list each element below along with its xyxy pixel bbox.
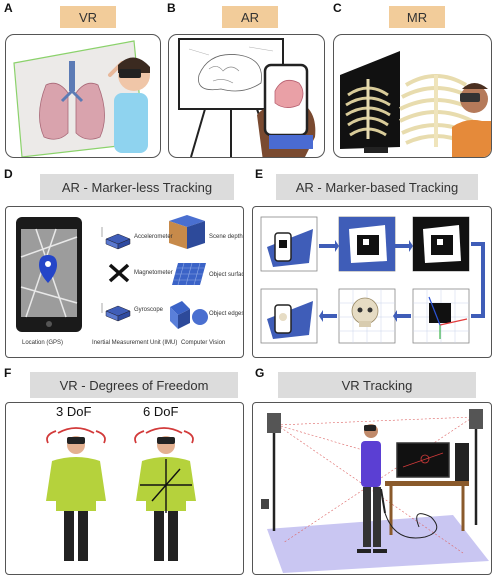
panel-g-title: VR Tracking xyxy=(278,372,476,398)
panel-g-letter: G xyxy=(255,366,265,380)
label-scene-depth: Scene depth xyxy=(209,234,243,240)
label-location-gps: Location (GPS) xyxy=(22,340,64,346)
panel-e-letter: E xyxy=(255,167,264,181)
mr-ribcage-illustration xyxy=(340,51,491,157)
ar-board-phone-illustration xyxy=(178,38,316,157)
panel-a-vr xyxy=(5,34,161,158)
label-accelerometer: Accelerometer xyxy=(134,234,173,240)
panel-d-letter: D xyxy=(4,167,13,181)
panel-d-title: AR - Marker-less Tracking xyxy=(40,174,234,200)
panel-a-letter: A xyxy=(4,1,13,15)
panel-b-letter: B xyxy=(167,1,176,15)
marker-based-tracking-illustration xyxy=(260,216,485,344)
panel-c-letter: C xyxy=(333,1,342,15)
panel-a-title: VR xyxy=(60,6,116,28)
panel-f-dof: 3 DoF 6 DoF xyxy=(5,402,244,575)
panel-d-markerless: Accelerometer Magnetometer Gyroscope Sce… xyxy=(5,206,244,358)
label-object-surface: Object surface xyxy=(209,272,244,278)
label-magnetometer: Magnetometer xyxy=(134,270,173,276)
label-6-dof: 6 DoF xyxy=(143,404,179,419)
dof-figures-illustration xyxy=(46,427,196,561)
panel-f-letter: F xyxy=(4,366,12,380)
panel-e-marker-based xyxy=(252,206,492,358)
label-3-dof: 3 DoF xyxy=(56,404,92,419)
panel-b-title: AR xyxy=(222,6,278,28)
label-imu: Inertial Measurement Unit (IMU) xyxy=(92,340,178,346)
panel-g-vr-tracking xyxy=(252,402,492,575)
panel-c-mr xyxy=(333,34,492,158)
label-computer-vision: Computer Vision xyxy=(181,340,226,346)
vr-tracking-room-illustration xyxy=(261,409,489,573)
panel-b-ar xyxy=(168,34,325,158)
label-object-edges: Object edges xyxy=(209,311,244,317)
panel-f-title: VR - Degrees of Freedom xyxy=(30,372,238,398)
label-gyroscope: Gyroscope xyxy=(134,307,164,313)
vr-lungs-illustration xyxy=(13,40,150,157)
markerless-tracking-illustration xyxy=(16,215,208,332)
panel-c-title: MR xyxy=(389,6,445,28)
panel-e-title: AR - Marker-based Tracking xyxy=(276,174,478,200)
